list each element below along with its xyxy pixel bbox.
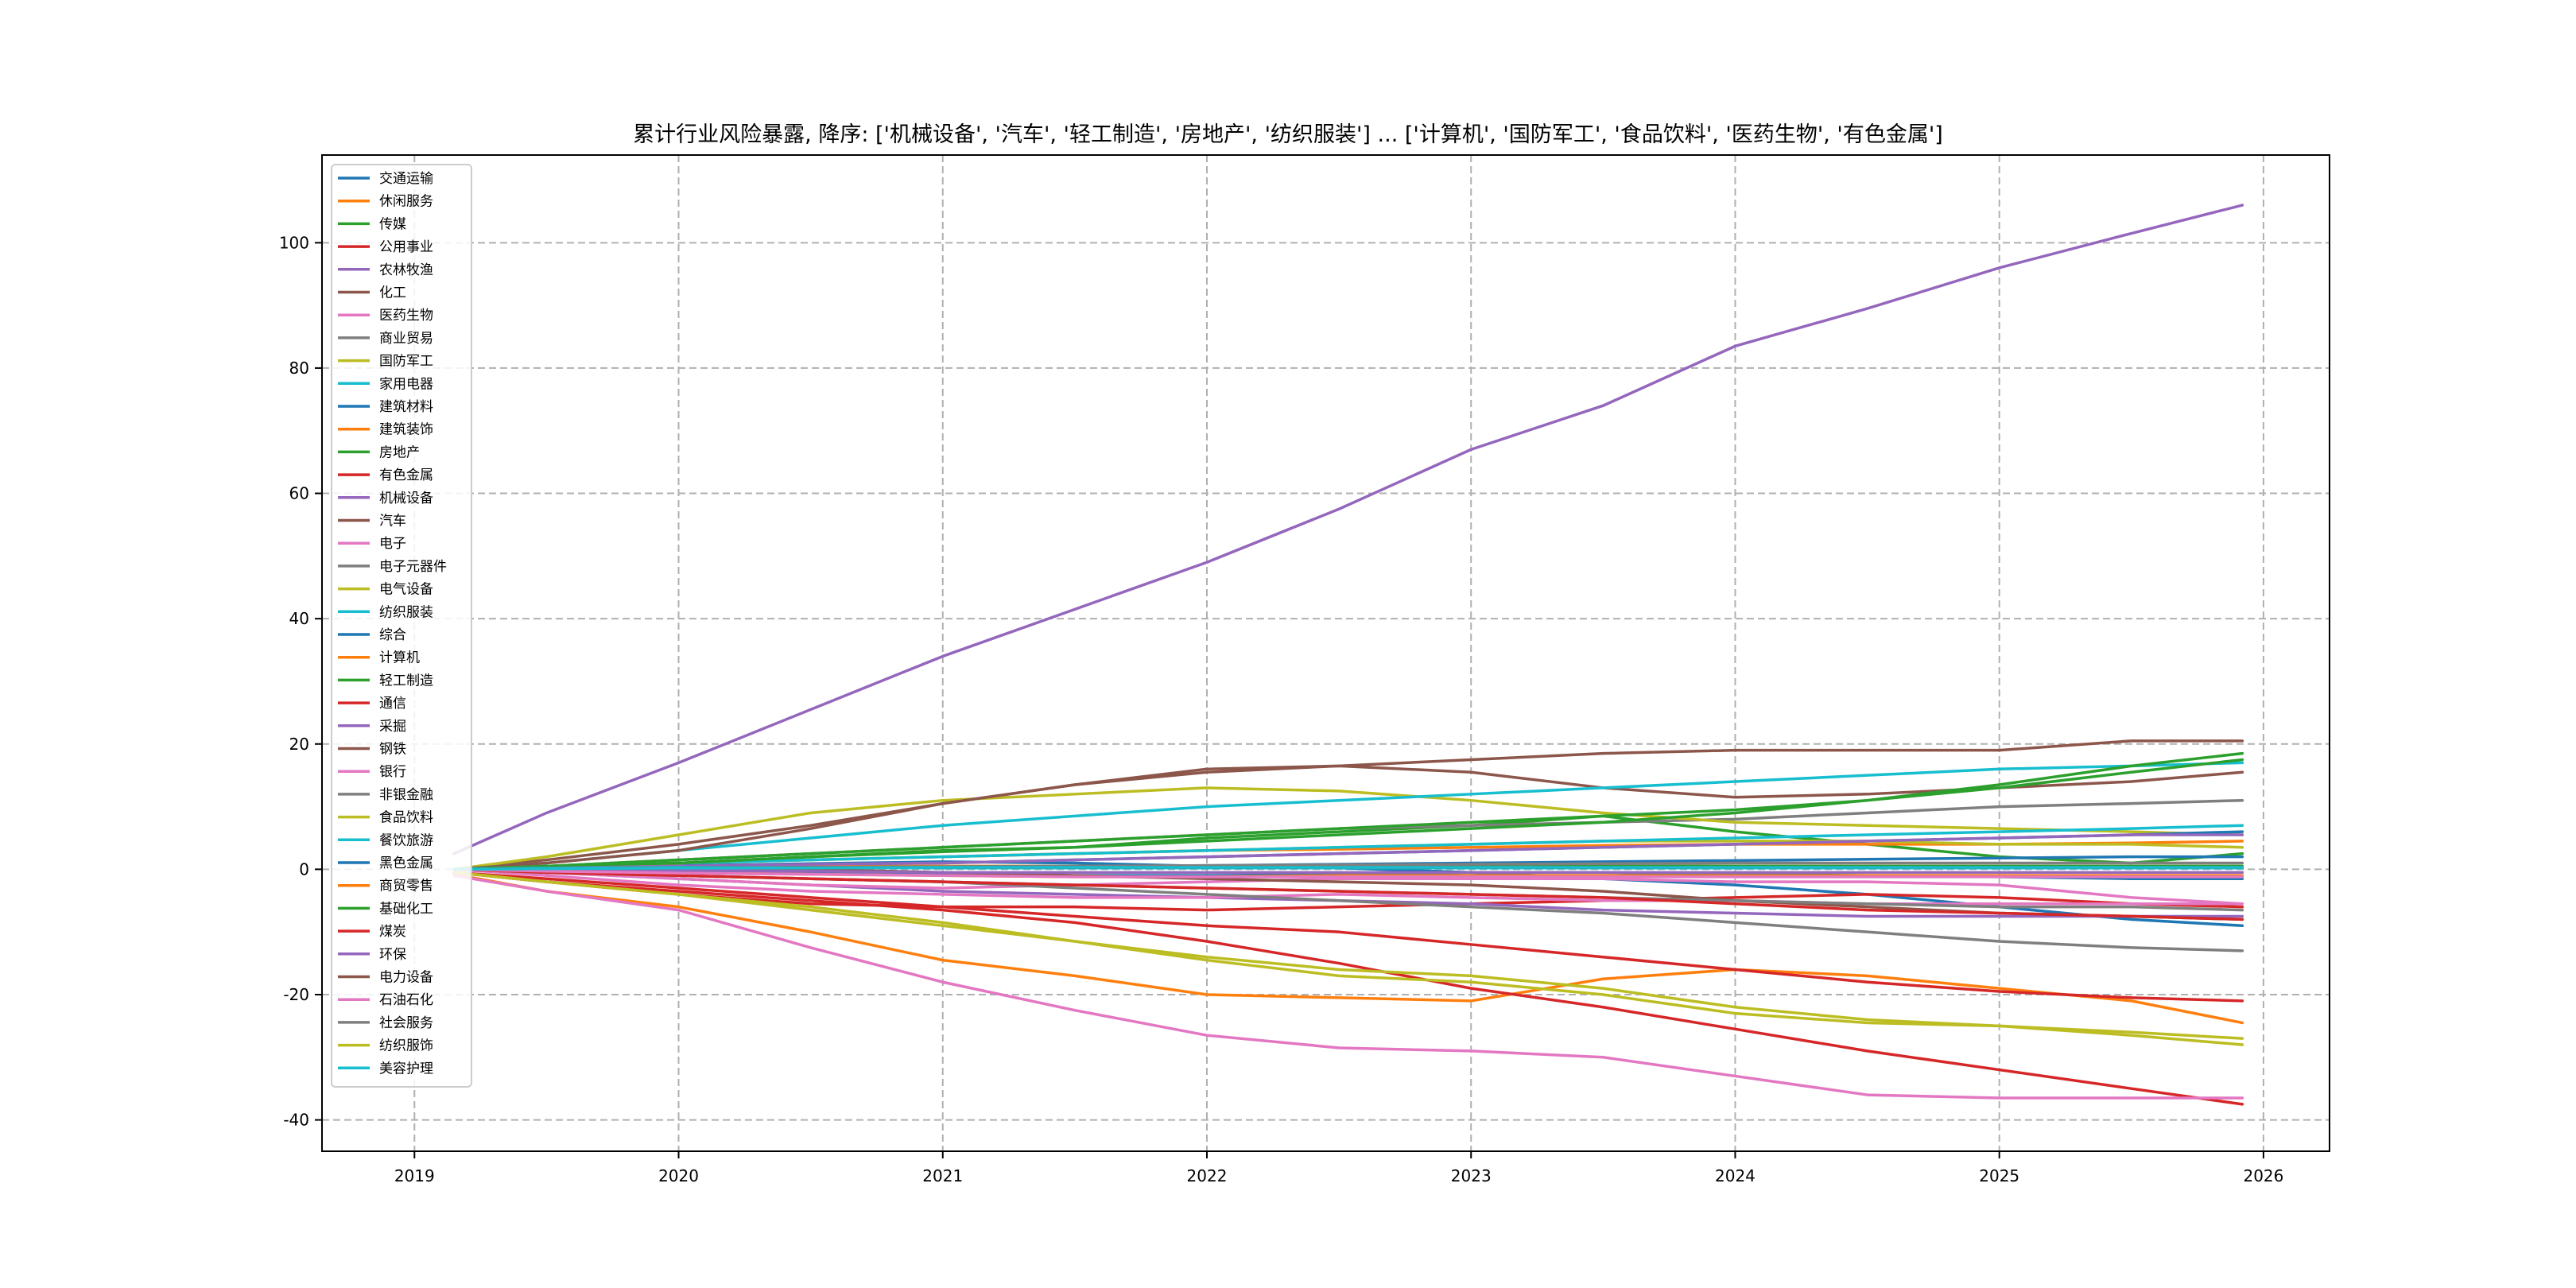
legend-label: 银行 bbox=[379, 764, 406, 780]
grid-layer bbox=[322, 155, 2330, 1151]
series-line-23 bbox=[452, 871, 2244, 1003]
x-tick-label: 2022 bbox=[1187, 1166, 1228, 1185]
legend-label: 传媒 bbox=[379, 216, 406, 232]
series-line-13 bbox=[452, 871, 2244, 1106]
legend-label: 有色金属 bbox=[379, 467, 433, 483]
y-tick-label: 60 bbox=[289, 484, 309, 503]
series-line-9 bbox=[452, 761, 2244, 871]
series-line-8 bbox=[452, 786, 2244, 871]
y-tick-label: -40 bbox=[283, 1111, 309, 1130]
legend-label: 钢铁 bbox=[379, 742, 406, 758]
legend-label: 石油石化 bbox=[379, 992, 433, 1008]
y-tick-label: 100 bbox=[279, 233, 309, 252]
series-line-39 bbox=[452, 866, 2244, 871]
x-tick-label: 2024 bbox=[1715, 1166, 1755, 1185]
legend-label: 通信 bbox=[379, 696, 406, 712]
legend-label: 家用电器 bbox=[379, 376, 433, 392]
y-tick-label: 0 bbox=[299, 859, 309, 879]
x-tick-label: 2021 bbox=[922, 1166, 963, 1185]
y-tick-label: 20 bbox=[289, 735, 309, 754]
legend-label: 食品饮料 bbox=[379, 810, 433, 826]
legend-label: 电力设备 bbox=[379, 970, 433, 986]
y-tick-label: -20 bbox=[283, 985, 309, 1004]
plot-frame bbox=[321, 154, 2330, 1152]
legend-label: 黑色金属 bbox=[379, 855, 433, 871]
legend-label: 汽车 bbox=[379, 514, 406, 530]
x-tick-label: 2025 bbox=[1979, 1166, 2019, 1185]
y-tick-label: 40 bbox=[289, 609, 309, 628]
series-line-12 bbox=[452, 751, 2244, 871]
legend-label: 电子 bbox=[379, 536, 406, 552]
series-line-36 bbox=[452, 867, 2244, 879]
legend-label: 纺织服饰 bbox=[379, 1038, 433, 1054]
series-line-24 bbox=[452, 833, 2244, 871]
series-line-16 bbox=[452, 867, 2244, 906]
x-tick-label: 2019 bbox=[394, 1166, 435, 1185]
x-tick-label: 2020 bbox=[658, 1166, 699, 1185]
legend-label: 商业贸易 bbox=[379, 331, 433, 347]
legend-label: 环保 bbox=[379, 947, 406, 963]
legend: 交通运输休闲服务传媒公用事业农林牧渔化工医药生物商业贸易国防军工家用电器建筑材料… bbox=[331, 164, 472, 1088]
series-line-33 bbox=[452, 867, 2244, 921]
series-line-1 bbox=[452, 872, 2244, 1025]
legend-label: 基础化工 bbox=[379, 901, 433, 917]
series-line-26 bbox=[452, 874, 2244, 1100]
legend-label: 医药生物 bbox=[379, 308, 433, 324]
series-line-34 bbox=[452, 867, 2244, 875]
chart-title: 累计行业风险暴露, 降序: ['机械设备', '汽车', '轻工制造', '房地… bbox=[633, 122, 1943, 147]
legend-label: 农林牧渔 bbox=[379, 262, 433, 278]
series-line-22 bbox=[452, 758, 2244, 871]
legend-label: 交通运输 bbox=[379, 171, 433, 187]
legend-box bbox=[331, 164, 472, 1088]
y-tick-label: 80 bbox=[289, 359, 309, 378]
legend-label: 纺织服装 bbox=[379, 604, 433, 620]
legend-label: 化工 bbox=[379, 285, 406, 301]
legend-label: 商贸零售 bbox=[379, 879, 433, 894]
legend-label: 轻工制造 bbox=[379, 673, 433, 689]
series-line-15 bbox=[452, 739, 2244, 871]
legend-label: 社会服务 bbox=[379, 1015, 433, 1031]
legend-label: 非银金融 bbox=[379, 787, 433, 803]
legend-label: 建筑装饰 bbox=[379, 422, 433, 438]
legend-label: 机械设备 bbox=[379, 491, 433, 506]
series-line-14 bbox=[452, 204, 2244, 855]
series-lines-layer bbox=[452, 204, 2244, 1106]
legend-label: 计算机 bbox=[379, 650, 420, 666]
legend-label: 采掘 bbox=[379, 719, 406, 735]
axis-layer: 2019 2020 2021 2022 2023 2024 2025 2026 -40 -20 0 2… bbox=[279, 233, 2284, 1185]
legend-label: 电子元器件 bbox=[379, 559, 447, 575]
x-tick-label: 2023 bbox=[1451, 1166, 1492, 1185]
legend-label: 房地产 bbox=[379, 444, 420, 460]
legend-label: 美容护理 bbox=[379, 1061, 433, 1077]
series-line-38 bbox=[452, 871, 2244, 1046]
legend-label: 国防军工 bbox=[379, 354, 433, 370]
series-line-6 bbox=[452, 867, 2244, 906]
x-tick-label: 2026 bbox=[2243, 1166, 2283, 1185]
legend-label: 公用事业 bbox=[379, 239, 433, 255]
legend-label: 餐饮旅游 bbox=[379, 832, 433, 848]
legend-label: 综合 bbox=[379, 627, 406, 643]
legend-label: 休闲服务 bbox=[379, 194, 433, 210]
legend-label: 建筑材料 bbox=[379, 399, 433, 415]
legend-label: 电气设备 bbox=[379, 582, 433, 598]
legend-label: 煤炭 bbox=[379, 924, 406, 940]
